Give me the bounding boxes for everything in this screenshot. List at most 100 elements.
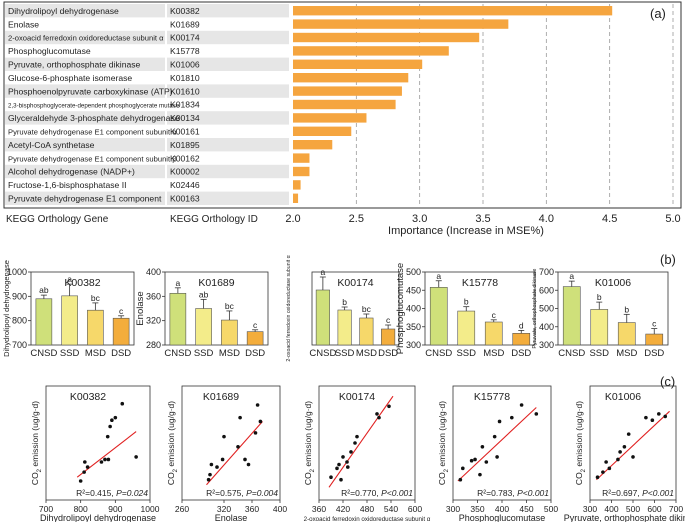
significance-letter: b bbox=[464, 297, 469, 307]
bar-panel-K00382: K00382 Dihydrolipoyl dehydrogenase 700 800 9… bbox=[2, 260, 135, 359]
bar-panel-ylabel: Dihydrolipoyl dehydrogenase bbox=[2, 260, 11, 357]
bar-panel-ylabel: Enolase bbox=[135, 291, 146, 325]
scatter-panel-frame bbox=[318, 385, 416, 501]
importance-bar bbox=[293, 32, 480, 43]
mean-bar bbox=[112, 317, 130, 346]
data-point bbox=[215, 465, 219, 469]
id-row-bg bbox=[167, 191, 289, 205]
y-tick-label: 500 bbox=[406, 267, 421, 277]
category-label: DSD bbox=[111, 348, 131, 359]
data-point bbox=[495, 455, 499, 459]
scatter-panel-frame bbox=[589, 385, 677, 501]
scatter-panel-xlabel: Dihydrolipoyl dehydrogenase bbox=[40, 513, 156, 522]
y-tick-label: 280 bbox=[146, 340, 161, 350]
data-point bbox=[208, 472, 212, 477]
data-point bbox=[337, 462, 341, 467]
category-label: MSD bbox=[616, 348, 637, 359]
col-header-id: KEGG Orthology ID bbox=[170, 214, 258, 225]
data-point bbox=[110, 418, 114, 423]
x-tick-label: 350 bbox=[470, 504, 484, 514]
y-tick-label: 450 bbox=[406, 285, 421, 295]
scatter-panel-xlabel: Phosphoglucomutase bbox=[459, 513, 546, 522]
y-tick-label: 600 bbox=[539, 285, 554, 295]
scatter-panel-ylabel: CO2 emission (ug/g·d) bbox=[303, 401, 316, 485]
ko-id-label: K01689 bbox=[170, 19, 200, 29]
mean-bar bbox=[35, 298, 53, 346]
gene-row-bg bbox=[5, 57, 165, 71]
importance-bar bbox=[293, 126, 352, 136]
gene-row-bg bbox=[5, 4, 165, 18]
scatter-panel-K01689: K01689 CO2 emission (ug/g·d) 260 320 360 400 E… bbox=[166, 385, 287, 522]
x-tick-label: 4.0 bbox=[539, 213, 554, 225]
category-label: CNSD bbox=[425, 348, 452, 359]
significance-letter: a bbox=[67, 274, 72, 284]
data-point bbox=[339, 477, 343, 482]
x-tick-label: 2.5 bbox=[349, 213, 364, 225]
regression-stats: R²=0.415, P=0.024 bbox=[76, 488, 148, 498]
ko-id-label: K01834 bbox=[170, 100, 200, 110]
ko-id-label: K01610 bbox=[170, 86, 200, 96]
gene-label: Dihydrolipoyl dehydrogenase bbox=[8, 6, 119, 16]
mean-bar bbox=[512, 333, 531, 346]
y-tick-label: 800 bbox=[12, 316, 27, 326]
x-tick-label: 5.0 bbox=[665, 213, 680, 225]
data-point bbox=[387, 404, 391, 409]
category-label: SSD bbox=[589, 348, 609, 359]
importance-bar bbox=[293, 99, 396, 110]
data-point bbox=[238, 415, 242, 420]
bar-panel-frame bbox=[311, 271, 400, 346]
mean-bar bbox=[315, 289, 330, 346]
scatter-panel-title: K01006 bbox=[605, 391, 641, 403]
data-point bbox=[106, 457, 111, 462]
bar-panel-ylabel: Phosphoglucomutase bbox=[395, 263, 406, 354]
y-tick-label: 320 bbox=[146, 316, 161, 326]
gene-label: Alcohol dehydrogenase (NADP+) bbox=[8, 167, 135, 177]
data-point bbox=[341, 455, 345, 459]
importance-bar bbox=[293, 193, 299, 203]
x-tick-label: 400 bbox=[273, 504, 287, 514]
data-point bbox=[134, 455, 138, 459]
bar-panel-K00174: K00174 2-oxoacid ferredoxin oxidoreductas… bbox=[286, 255, 400, 362]
mean-bar bbox=[484, 321, 503, 346]
bar-panel-title: K00382 bbox=[64, 277, 100, 289]
bar-panel-title: K01689 bbox=[198, 277, 234, 289]
y-tick-label: 300 bbox=[539, 340, 554, 350]
data-point bbox=[375, 412, 379, 416]
data-point bbox=[209, 462, 214, 467]
bar-panel-title: K00174 bbox=[337, 277, 373, 289]
scatter-panel-ylabel: CO2 emission (ug/g·d) bbox=[574, 401, 587, 485]
id-row-bg bbox=[167, 30, 289, 45]
scatter-panel-ylabel: CO2 emission (ug/g·d) bbox=[166, 401, 179, 485]
data-point bbox=[335, 466, 339, 471]
gene-label: Phosphoenolpyruvate carboxykinase (ATP) bbox=[8, 86, 173, 96]
x-tick-label: 320 bbox=[217, 504, 231, 514]
ko-id-label: K00002 bbox=[170, 167, 200, 177]
x-tick-label: 3.0 bbox=[412, 213, 427, 225]
col-header-gene: KEGG Orthology Gene bbox=[6, 214, 109, 225]
x-tick-label: 480 bbox=[360, 504, 374, 514]
data-point bbox=[349, 450, 353, 454]
x-tick-label: 400 bbox=[495, 504, 509, 514]
regression-stats: R²=0.575, P=0.004 bbox=[206, 488, 278, 498]
category-label: CNSD bbox=[30, 348, 57, 359]
ko-id-label: K00174 bbox=[170, 33, 200, 43]
x-tick-label: 300 bbox=[446, 504, 460, 514]
x-tick-label: 450 bbox=[519, 504, 533, 514]
significance-letter: b bbox=[624, 304, 629, 314]
x-tick-label: 500 bbox=[544, 504, 558, 514]
regression-line bbox=[206, 421, 263, 486]
x-tick-label: 500 bbox=[626, 504, 640, 514]
y-tick-label: 900 bbox=[12, 291, 27, 301]
bar-panel-frame bbox=[164, 271, 269, 346]
panel-a-label: (a) bbox=[650, 6, 666, 21]
significance-letter: c bbox=[119, 306, 124, 316]
data-point bbox=[258, 419, 263, 424]
data-point bbox=[243, 457, 247, 462]
mean-bar bbox=[457, 310, 476, 346]
bar-panel-K15778: K15778 Phosphoglucomutase 300 350 400 450 500 a… bbox=[395, 263, 536, 359]
data-point bbox=[345, 460, 349, 464]
data-point bbox=[103, 457, 107, 462]
scatter-panel-frame bbox=[45, 385, 151, 501]
data-point bbox=[255, 403, 260, 407]
